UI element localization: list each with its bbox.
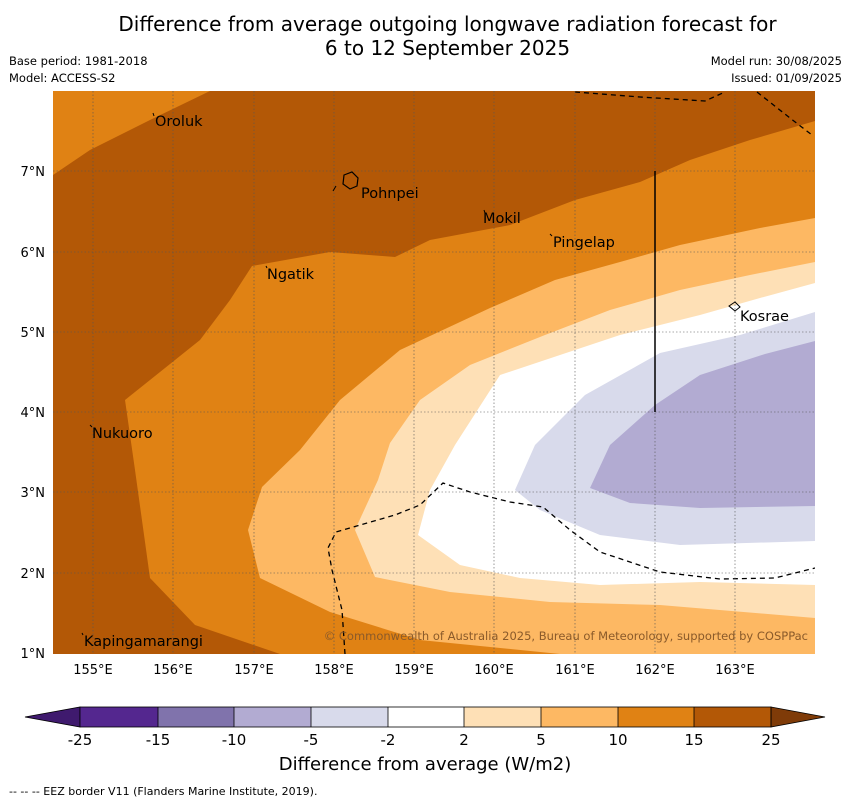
colorbar-segment [464,707,541,727]
lon-tick-label: 155°E [73,663,113,678]
lat-tick-label: 2°N [21,567,46,582]
colorbar-segment [618,707,694,727]
colorbar-tick: -5 [304,731,319,749]
colorbar: -25 -15 -10 -5 -2 2 5 10 15 25 [24,706,826,749]
colorbar-segment [234,707,311,727]
colorbar-tick: 10 [608,731,627,749]
lat-tick-label: 3°N [21,486,46,501]
colorbar-segment [311,707,388,727]
colorbar-segment [388,707,464,727]
colorbar-segment [80,707,158,727]
pohnpei-islet [332,185,337,192]
colorbar-segment [541,707,618,727]
colorbar-extend-high [770,706,826,728]
place-label: Mokil [483,211,521,227]
lat-tick-label: 5°N [21,326,46,341]
colorbar-tick: 25 [761,731,780,749]
lon-tick-label: 157°E [234,663,274,678]
place-label: Kosrae [740,309,789,325]
meta-right: Model run: 30/08/2025 Issued: 01/09/2025 [711,53,842,87]
lon-axis: 155°E 156°E 157°E 158°E 159°E 160°E 161°… [73,663,755,678]
lon-tick-label: 160°E [474,663,514,678]
pohnpei-island [342,171,359,190]
model-name: Model: ACCESS-S2 [9,71,116,85]
lat-axis: 1°N 2°N 3°N 4°N 5°N 6°N 7°N [21,165,46,662]
colorbar-label: Difference from average (W/m2) [278,754,572,775]
colorbar-segment [694,707,771,727]
lat-tick-label: 6°N [21,246,46,261]
meta-left: Base period: 1981-2018 Model: ACCESS-S2 [9,53,148,87]
colorbar-tick: -10 [222,731,247,749]
colorbar-tick: -2 [381,731,396,749]
colorbar-tick: 5 [536,731,546,749]
colorbar-tick: 2 [459,731,469,749]
lon-tick-label: 163°E [715,663,755,678]
colorbar-extend-low [24,706,81,728]
place-label: Kapingamarangi [84,634,203,650]
colorbar-tick: -25 [68,731,93,749]
title-line-1: Difference from average outgoing longwav… [118,12,777,36]
title-line-2: 6 to 12 September 2025 [324,36,571,60]
grid [53,91,815,654]
lon-tick-label: 156°E [153,663,193,678]
kosrae-island [728,301,741,312]
eez-footnote: -- -- -- EEZ border V11 (Flanders Marine… [9,785,318,798]
place-label: Ngatik [267,267,315,283]
place-label: Nukuoro [92,426,153,442]
lat-tick-label: 4°N [21,406,46,421]
base-period: Base period: 1981-2018 [9,54,148,68]
lon-tick-label: 162°E [635,663,675,678]
map-title: Difference from average outgoing longwav… [0,12,850,60]
issued-date: Issued: 01/09/2025 [731,71,842,85]
colorbar-tick: 15 [684,731,703,749]
colorbar-tick: -15 [146,731,171,749]
contour-neg10-neg5 [590,341,815,508]
lon-tick-label: 158°E [314,663,354,678]
model-run: Model run: 30/08/2025 [710,54,842,68]
colorbar-segment [158,707,234,727]
lat-tick-label: 7°N [21,165,46,180]
atoll-markers [81,112,553,636]
place-label: Pohnpei [361,186,419,202]
lon-tick-label: 159°E [394,663,434,678]
lat-tick-label: 1°N [21,647,46,662]
place-label: Oroluk [155,114,203,130]
place-label: Pingelap [553,235,615,251]
lon-tick-label: 161°E [555,663,595,678]
anomaly-contours [53,91,815,654]
copyright-notice: © Commonwealth of Australia 2025, Bureau… [324,629,808,643]
place-labels: Oroluk Pohnpei Mokil Pingelap Ngatik Kos… [84,114,789,650]
